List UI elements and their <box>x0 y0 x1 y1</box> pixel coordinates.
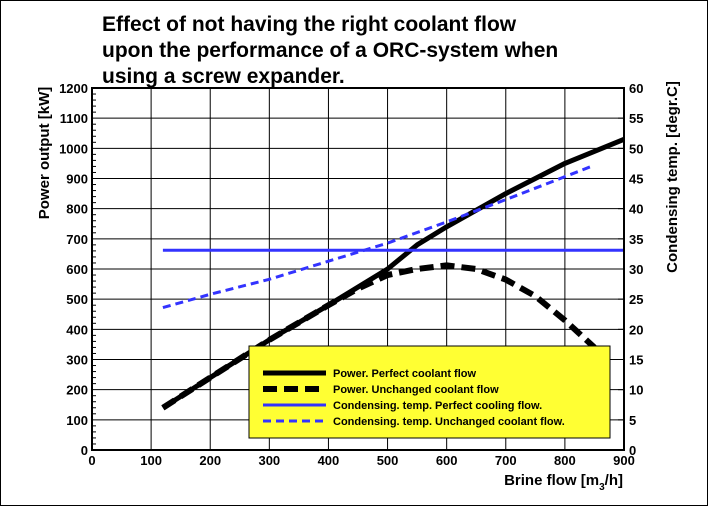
x-tick-label: 900 <box>613 453 635 468</box>
legend-label-1: Power. Perfect coolant flow <box>333 368 476 380</box>
y-right-tick-label: 15 <box>629 353 643 368</box>
x-tick-label: 700 <box>495 453 517 468</box>
x-axis-label-sub: 3 <box>599 482 605 493</box>
y-right-tick-label: 5 <box>629 413 636 428</box>
legend: Power. Perfect coolant flow Power. Unchan… <box>248 345 611 439</box>
x-tick-label: 400 <box>318 453 340 468</box>
x-axis-label-end: /h] <box>605 472 623 489</box>
x-tick-label: 800 <box>554 453 576 468</box>
y-left-tick-label: 1000 <box>59 141 88 156</box>
y-left-tick-label: 0 <box>81 443 88 458</box>
y-left-tick-label: 500 <box>66 292 88 307</box>
y-right-tick-label: 60 <box>629 81 643 96</box>
y-axis-right-label: Condensing temp. [degr.C] <box>664 81 681 273</box>
title-line-2: upon the performance of a ORC-system whe… <box>102 39 558 62</box>
y-right-tick-label: 45 <box>629 172 643 187</box>
y-left-tick-label: 400 <box>66 322 88 337</box>
y-left-tick-label: 300 <box>66 353 88 368</box>
y-right-tick-label: 25 <box>629 292 643 307</box>
y-right-tick-label: 20 <box>629 322 643 337</box>
x-tick-label: 100 <box>140 453 162 468</box>
chart-title: Effect of not having the right coolant f… <box>102 13 558 88</box>
y-left-tick-label: 200 <box>66 383 88 398</box>
series-line-2 <box>161 262 597 411</box>
y-right-tick-label: 0 <box>629 443 636 458</box>
series-layer <box>161 136 625 411</box>
legend-label-4: Condensing. temp. Unchanged coolant flow… <box>333 416 565 428</box>
y-left-tick-label: 900 <box>66 172 88 187</box>
y-right-tick-label: 30 <box>629 262 643 277</box>
title-line-1: Effect of not having the right coolant f… <box>102 13 517 36</box>
x-tick-label: 600 <box>436 453 458 468</box>
y-left-tick-label: 1100 <box>60 111 88 126</box>
legend-label-3: Condensing. temp. Perfect cooling flow. <box>333 400 542 412</box>
y-left-tick-label: 800 <box>66 202 88 217</box>
legend-label-2: Power. Unchanged coolant flow <box>333 384 499 396</box>
y-axis-left-label: Power output [kW] <box>36 87 53 219</box>
y-right-tick-label: 10 <box>629 383 643 398</box>
x-tick-label: 0 <box>88 453 95 468</box>
series-line-4 <box>162 163 595 310</box>
x-axis-label-main: Brine flow [m <box>504 472 599 489</box>
y-right-tick-label: 50 <box>629 141 643 156</box>
x-tick-label: 200 <box>199 453 221 468</box>
x-tick-label: 500 <box>377 453 399 468</box>
grid <box>92 88 624 450</box>
ticks: 0 100 200 300 400 500 600 700 800 900010020030040… <box>59 81 643 468</box>
title-line-3: using a screw expander. <box>102 65 345 88</box>
y-right-tick-label: 55 <box>629 111 643 126</box>
x-axis-label: Brine flow [m3/h] <box>504 472 623 493</box>
y-right-tick-label: 35 <box>629 232 643 247</box>
y-left-tick-label: 1200 <box>59 81 88 96</box>
y-left-tick-label: 100 <box>66 413 88 428</box>
y-left-tick-label: 700 <box>66 232 88 247</box>
y-left-tick-label: 600 <box>66 262 88 277</box>
x-tick-label: 300 <box>258 453 280 468</box>
y-right-tick-label: 40 <box>629 202 643 217</box>
